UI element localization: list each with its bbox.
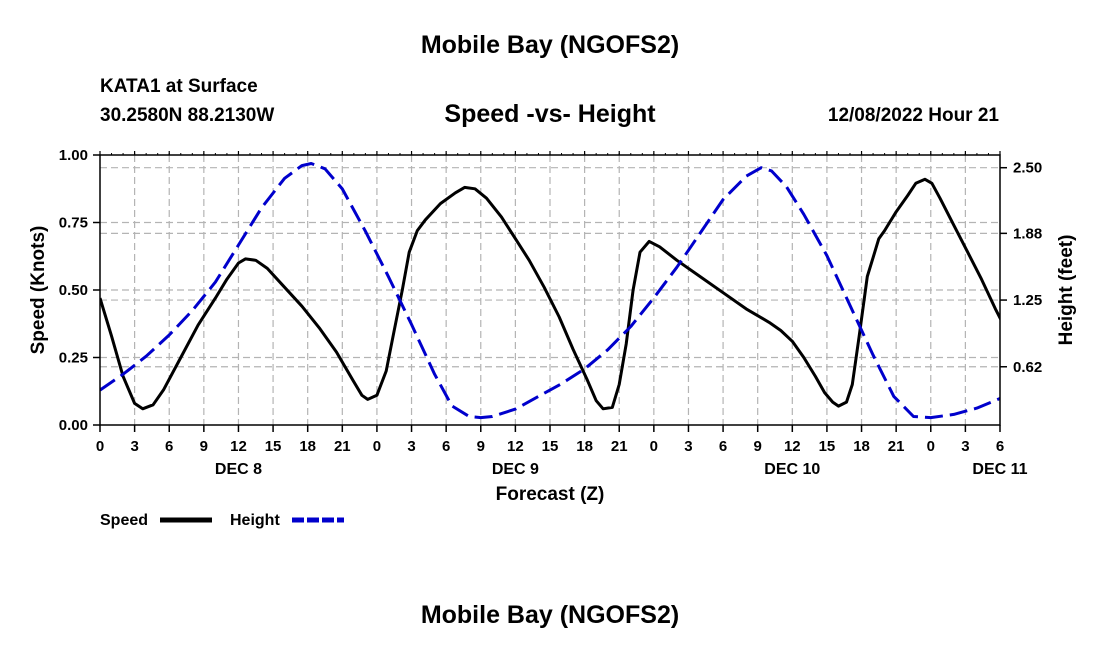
- left-tick-label: 0.25: [59, 350, 88, 367]
- day-label: DEC 8: [215, 461, 262, 478]
- x-tick-label: 18: [299, 438, 316, 455]
- chart-bottom-title: Mobile Bay (NGOFS2): [420, 601, 680, 629]
- x-tick-label: 6: [996, 438, 1004, 455]
- day-label: DEC 11: [972, 461, 1027, 478]
- right-tick-label: 1.88: [1013, 225, 1042, 242]
- left-tick-label: 0.50: [59, 282, 88, 299]
- x-tick-label: 15: [265, 438, 282, 455]
- data-series: [100, 162, 1000, 420]
- legend-label-height: Height: [230, 512, 280, 529]
- x-tick-label: 15: [819, 438, 836, 455]
- left-tick-label: 1.00: [59, 147, 88, 164]
- x-tick-label: 9: [477, 438, 485, 455]
- x-tick-label: 6: [719, 438, 727, 455]
- forecast-datetime: 12/08/2022 Hour 21: [827, 105, 999, 126]
- x-tick-label: 21: [334, 438, 351, 455]
- x-tick-label: 3: [130, 438, 138, 455]
- legend-label-speed: Speed: [100, 512, 148, 529]
- left-tick-label: 0.00: [59, 417, 88, 434]
- x-tick-label: 21: [888, 438, 905, 455]
- x-tick-label: 0: [96, 438, 104, 455]
- legend: Speed Height: [100, 512, 344, 529]
- right-tick-label: 2.50: [1013, 160, 1042, 177]
- left-tick-label: 0.75: [59, 215, 88, 232]
- x-tick-label: 3: [684, 438, 692, 455]
- chart-subtitle: Speed -vs- Height: [444, 100, 656, 128]
- x-tick-label: 12: [230, 438, 247, 455]
- x-tick-label: 0: [373, 438, 381, 455]
- day-label: DEC 10: [764, 461, 820, 478]
- x-tick-label: 18: [853, 438, 870, 455]
- right-tick-label: 1.25: [1013, 292, 1042, 309]
- station-coordinates: 30.2580N 88.2130W: [100, 105, 275, 126]
- x-tick-label: 9: [200, 438, 208, 455]
- x-tick-label: 12: [784, 438, 801, 455]
- chart-main-title: Mobile Bay (NGOFS2): [420, 31, 680, 59]
- x-axis-title: Forecast (Z): [496, 484, 605, 505]
- x-tick-label: 3: [407, 438, 415, 455]
- height-series-line: [100, 162, 1000, 420]
- right-axis-title: Height (feet): [1056, 235, 1077, 346]
- station-label: KATA1 at Surface: [100, 76, 258, 97]
- x-tick-label: 9: [754, 438, 762, 455]
- speed-series-line: [100, 177, 1000, 411]
- x-tick-label: 6: [442, 438, 450, 455]
- grid-lines: [100, 155, 1000, 425]
- x-tick-label: 12: [507, 438, 524, 455]
- right-tick-label: 0.62: [1013, 359, 1042, 376]
- axes: 0 3 6 9 12 15 18 21 0 3 6 9 12 15 18 21 0 3 6 9 12 15 18 21 0 3 6 0…: [59, 147, 1042, 478]
- day-label: DEC 9: [492, 461, 539, 478]
- x-tick-label: 3: [961, 438, 969, 455]
- left-axis-title: Speed (Knots): [28, 226, 49, 355]
- x-tick-label: 21: [611, 438, 628, 455]
- x-tick-label: 18: [576, 438, 593, 455]
- x-tick-label: 0: [927, 438, 935, 455]
- x-tick-label: 6: [165, 438, 173, 455]
- x-tick-label: 0: [650, 438, 658, 455]
- x-tick-label: 15: [542, 438, 559, 455]
